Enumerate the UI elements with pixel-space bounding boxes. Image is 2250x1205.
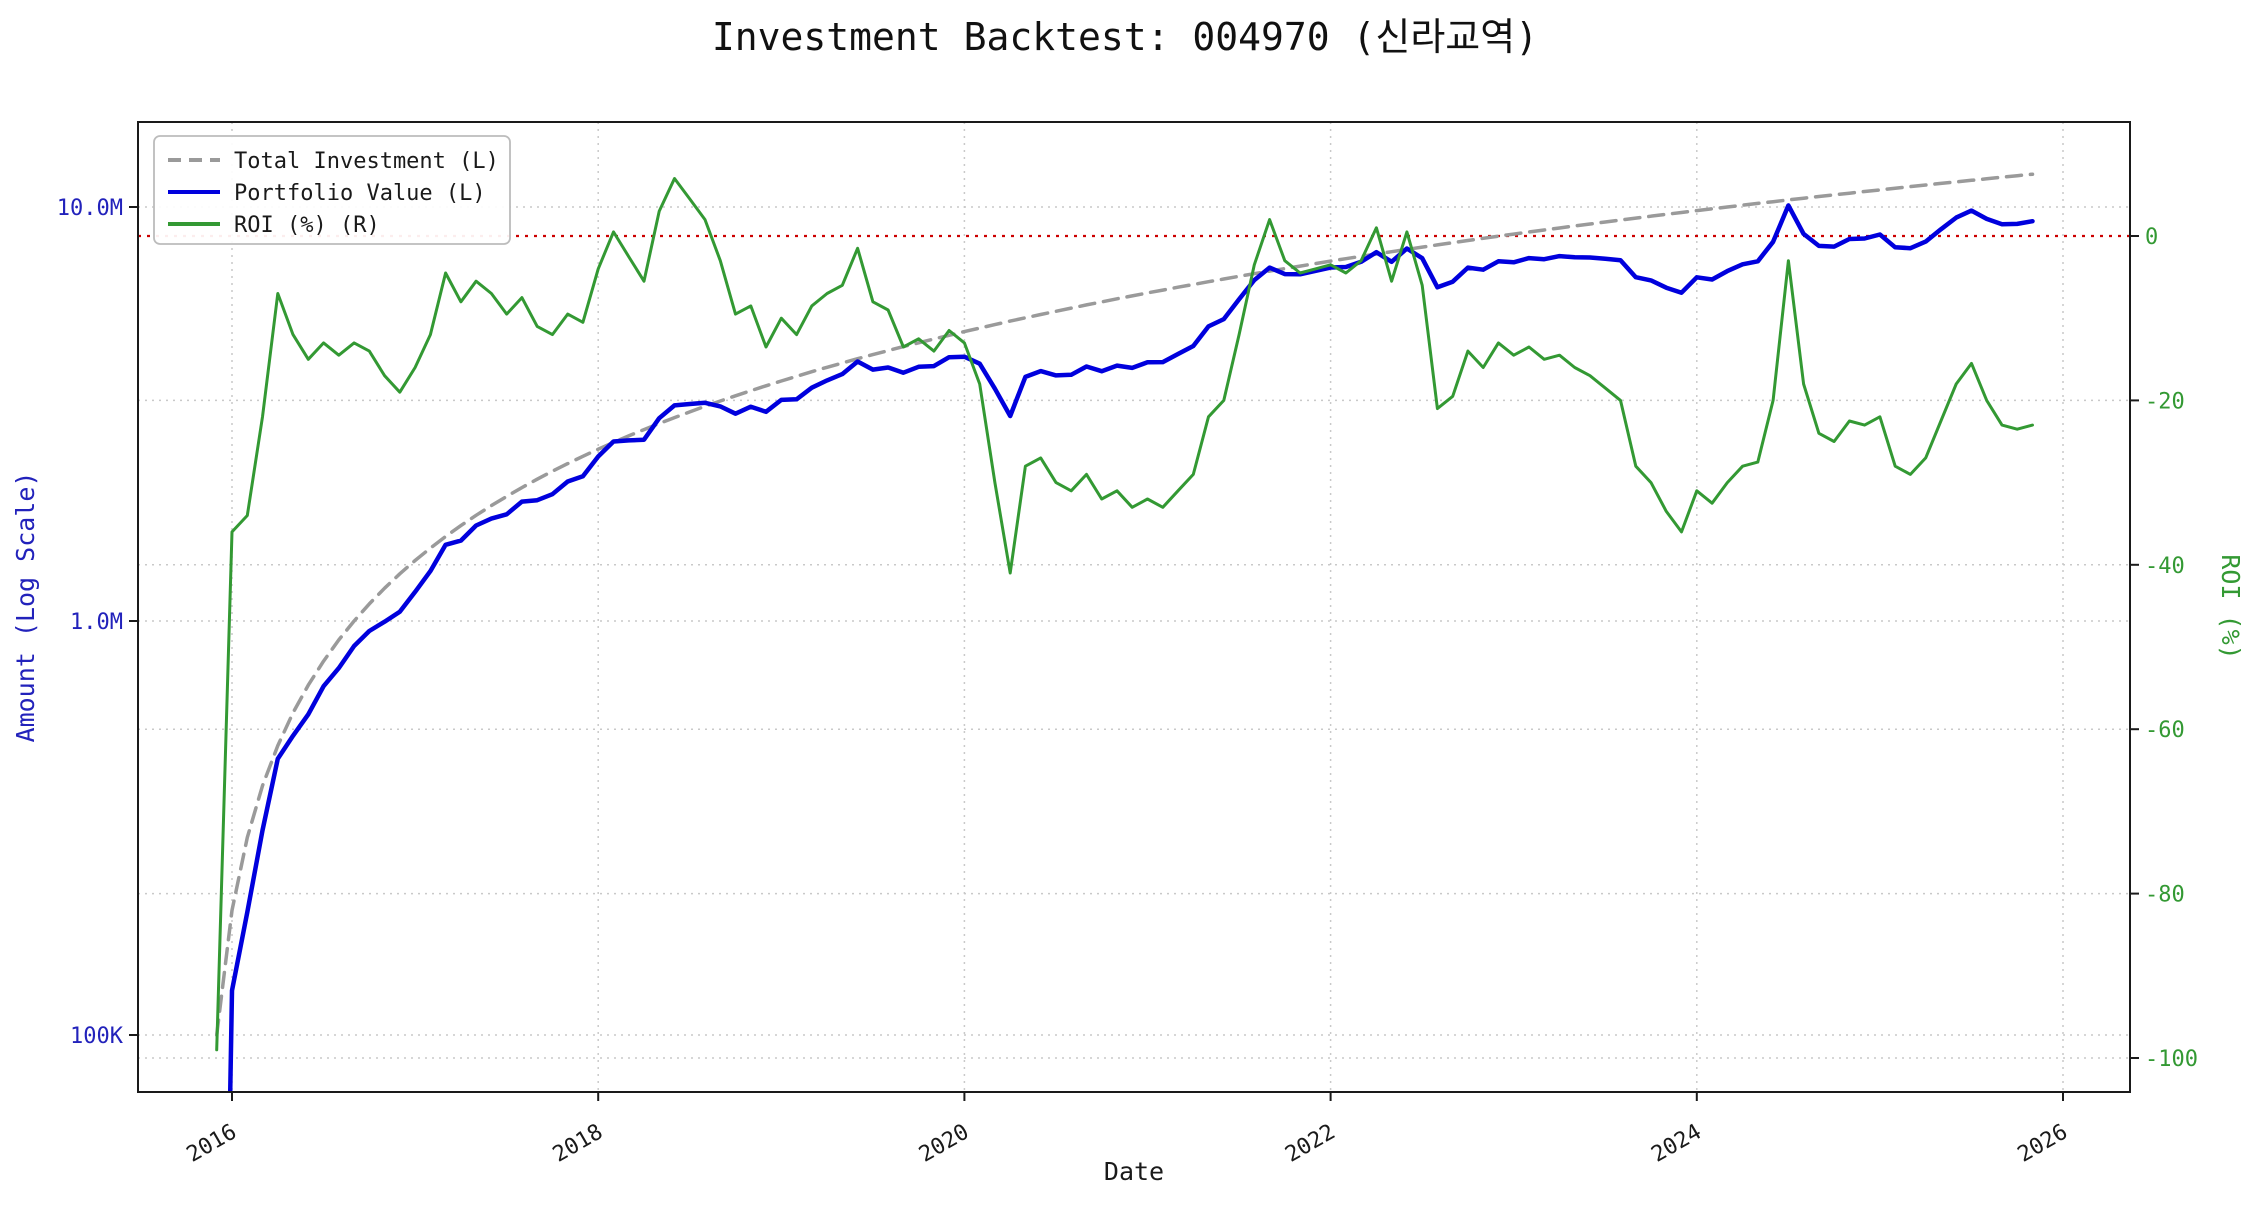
legend: [153, 135, 511, 245]
right-tick-label: -40: [2145, 554, 2185, 579]
right-axis-label: ROI (%): [2216, 554, 2245, 659]
right-tick-label: -60: [2145, 718, 2185, 743]
x-tick-label: 2020: [915, 1120, 973, 1168]
legend-label: Total Investment (L): [234, 149, 499, 174]
x-tick-label: 2026: [2014, 1120, 2072, 1168]
left-tick-label: 100K: [70, 1024, 124, 1049]
right-tick-label: -20: [2145, 389, 2185, 414]
x-tick-label: 2018: [549, 1120, 607, 1168]
x-tick-label: 2016: [183, 1120, 241, 1168]
chart-title: Investment Backtest: 004970 (신라교역): [712, 15, 1538, 59]
legend-label: Portfolio Value (L): [234, 181, 486, 206]
left-axis-label: Amount (Log Scale): [11, 472, 40, 743]
right-tick-label: 0: [2145, 225, 2158, 250]
right-tick-label: -80: [2145, 883, 2185, 908]
total-investment-line: [214, 172, 2035, 1037]
x-tick-label: 2024: [1647, 1120, 1705, 1168]
legend-label: ROI (%) (R): [234, 213, 380, 238]
roi-line: [215, 177, 2034, 1052]
x-tick-label: 2022: [1281, 1120, 1339, 1168]
portfolio-value-line: [227, 203, 2035, 1092]
plot-area: 10.0M 1.0M 100K 0 -20 -40 -60 -80 -100 2016 2018 20…: [57, 121, 2198, 1168]
x-axis-label: Date: [1104, 1157, 1164, 1186]
left-tick-label: 1.0M: [70, 610, 123, 635]
plot-border: [137, 121, 2131, 1093]
left-tick-label: 10.0M: [57, 196, 123, 221]
right-tick-label: -100: [2145, 1047, 2198, 1072]
